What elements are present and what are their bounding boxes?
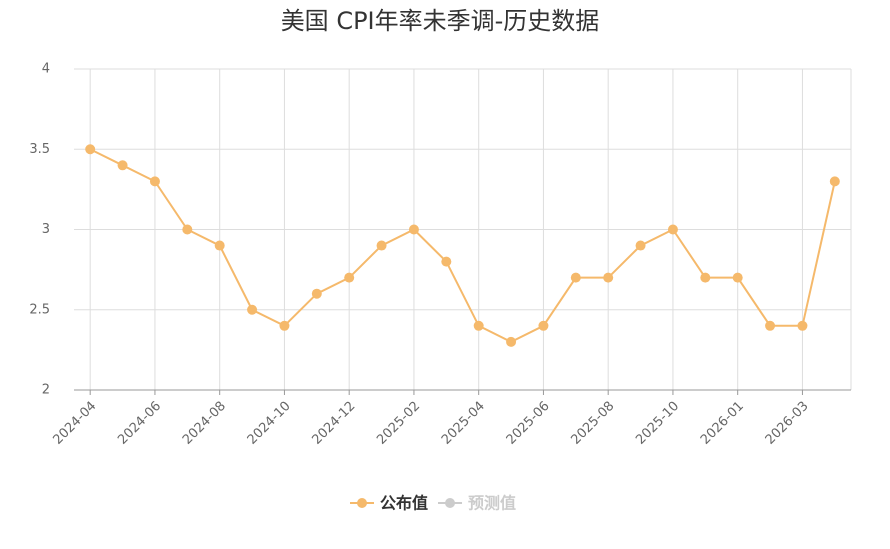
point [408, 224, 419, 235]
point [603, 272, 614, 283]
x-tick-label: 2026-01 [698, 399, 747, 448]
legend-item[interactable]: 公布值 [350, 494, 428, 513]
point [247, 304, 258, 315]
legend-item[interactable]: 预测值 [438, 494, 516, 513]
point [344, 272, 355, 283]
point [829, 176, 840, 187]
point [149, 176, 160, 187]
point [570, 272, 581, 283]
x-tick-label: 2024-08 [180, 399, 229, 448]
point [85, 144, 96, 155]
x-tick-label: 2026-03 [763, 399, 812, 448]
x-tick-label: 2024-06 [115, 399, 164, 448]
series-line [89, 148, 836, 343]
x-tick-label: 2025-06 [504, 399, 553, 448]
legend-label: 公布值 [380, 494, 428, 513]
x-tick-label: 2025-04 [439, 399, 488, 448]
point [538, 320, 549, 331]
x-tick-label: 2025-02 [374, 399, 423, 448]
y-tick-label: 4 [42, 62, 50, 77]
point [214, 240, 225, 251]
x-tick-label: 2024-04 [50, 399, 99, 448]
x-tick-label: 2024-12 [309, 399, 358, 448]
x-tick-label: 2025-10 [633, 399, 682, 448]
point [376, 240, 387, 251]
x-tick-label: 2024-10 [245, 399, 294, 448]
point [506, 336, 517, 347]
point [182, 224, 193, 235]
point [700, 272, 711, 283]
legend-label: 预测值 [468, 494, 516, 513]
point [279, 320, 290, 331]
point [311, 288, 322, 299]
point [473, 320, 484, 331]
legend-symbol [445, 498, 456, 508]
point [765, 320, 776, 331]
point [732, 272, 743, 283]
x-tick-label: 2025-08 [568, 399, 617, 448]
y-tick-label: 3 [42, 222, 50, 237]
point [635, 240, 646, 251]
chart-title: 美国 CPI年率未季调-历史数据 [281, 7, 600, 35]
point [797, 320, 808, 331]
point [441, 256, 452, 267]
y-tick-label: 3.5 [29, 142, 50, 157]
y-tick-label: 2 [42, 383, 50, 398]
point [117, 160, 128, 171]
legend-symbol [357, 498, 367, 508]
y-tick-label: 2.5 [29, 302, 50, 317]
point [667, 224, 678, 235]
